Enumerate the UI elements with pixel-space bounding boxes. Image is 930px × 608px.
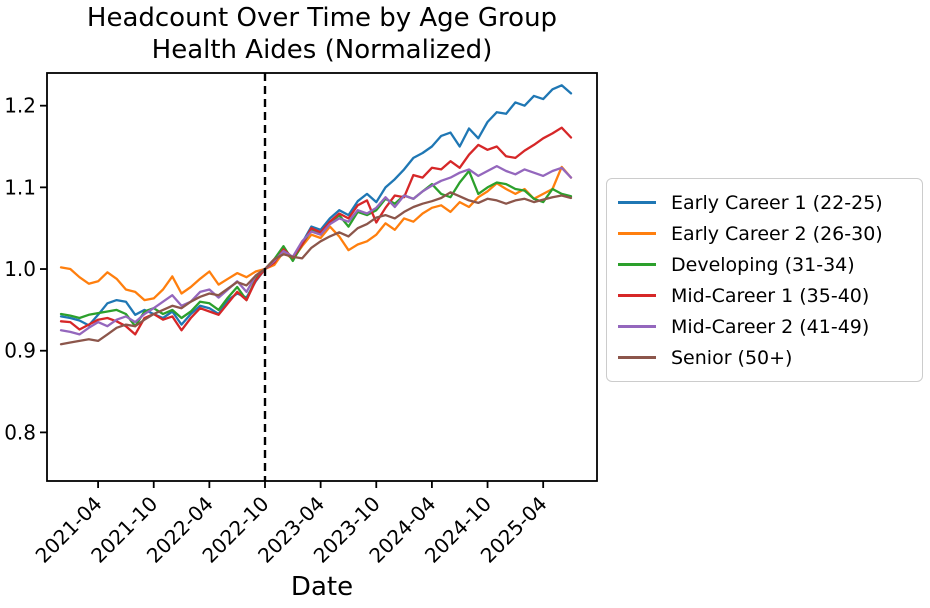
series-line-1	[59, 165, 573, 302]
legend-label: Mid-Career 2 (41-49)	[671, 315, 870, 338]
chart-title: Headcount Over Time by Age Group Health …	[32, 2, 612, 66]
x-axis-label: Date	[290, 572, 354, 602]
y-tick-label: 1.2	[4, 94, 36, 118]
series-line-0	[59, 84, 573, 327]
legend-label: Developing (31-34)	[671, 253, 855, 276]
legend-label: Mid-Career 1 (35-40)	[671, 284, 870, 307]
legend-item: Mid-Career 2 (41-49)	[618, 311, 911, 342]
series-line-4	[59, 164, 573, 336]
legend-swatch	[618, 263, 656, 266]
legend-item: Senior (50+)	[618, 342, 911, 373]
chart-title-line1: Headcount Over Time by Age Group	[86, 3, 558, 33]
legend-swatch	[618, 294, 656, 297]
legend-item: Early Career 1 (22-25)	[618, 187, 911, 218]
legend-label: Senior (50+)	[671, 346, 793, 369]
legend-item: Early Career 2 (26-30)	[618, 218, 911, 249]
y-tick-label: 0.9	[4, 339, 36, 363]
series-line-2	[59, 169, 573, 328]
plot-border	[46, 72, 598, 482]
y-tick-label: 1.0	[4, 257, 36, 281]
legend-swatch	[618, 201, 656, 204]
legend-swatch	[618, 356, 656, 359]
y-tick-label: 0.8	[4, 420, 36, 444]
legend-swatch	[618, 325, 656, 328]
series-line-5	[59, 191, 573, 346]
legend-item: Mid-Career 1 (35-40)	[618, 280, 911, 311]
legend-swatch	[618, 232, 656, 235]
legend-label: Early Career 1 (22-25)	[671, 191, 883, 214]
legend-label: Early Career 2 (26-30)	[671, 222, 883, 245]
legend-item: Developing (31-34)	[618, 249, 911, 280]
legend: Early Career 1 (22-25) Early Career 2 (26…	[606, 178, 923, 382]
series-line-3	[59, 126, 573, 336]
y-tick-label: 1.1	[4, 175, 36, 199]
chart-title-line2: Health Aides (Normalized)	[151, 35, 493, 65]
